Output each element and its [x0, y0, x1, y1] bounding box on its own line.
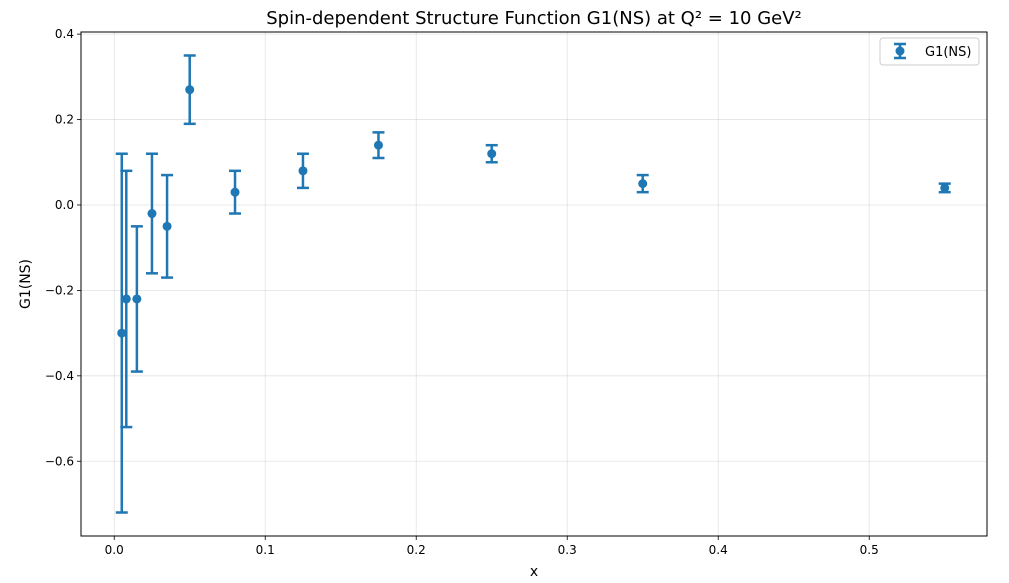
legend-point [895, 46, 905, 56]
x-tick-label: 0.1 [256, 543, 275, 557]
data-point [162, 221, 172, 231]
x-tick-label: 0.4 [709, 543, 728, 557]
y-tick-label: 0.2 [55, 113, 74, 127]
data-point [147, 209, 157, 219]
legend-label: G1(NS) [925, 45, 971, 60]
data-point [373, 140, 383, 150]
x-tick-label: 0.5 [860, 543, 879, 557]
legend: G1(NS) [879, 37, 980, 66]
data-point [487, 149, 497, 159]
data-point [121, 294, 131, 304]
x-tick-label: 0.2 [407, 543, 426, 557]
grid-layer [81, 32, 987, 536]
data-point [185, 85, 195, 95]
legend-marker [894, 42, 906, 60]
data-layer [115, 54, 951, 514]
tick-layer: 0.0 0.1 0.2 0.3 0.4 0.5 −0.6 −0.4 −0.2 0.0 0.2 0.4 [45, 27, 879, 557]
chart-title: Spin-dependent Structure Function G1(NS)… [266, 8, 802, 29]
y-tick-label: −0.2 [45, 283, 74, 297]
y-tick-label: −0.4 [45, 369, 74, 383]
y-tick-label: 0.4 [55, 27, 74, 41]
data-point [117, 328, 127, 338]
y-tick-label: −0.6 [45, 454, 74, 468]
y-axis-label: G1(NS) [18, 259, 34, 309]
data-point [230, 187, 240, 197]
data-point [940, 183, 950, 193]
y-tick-label: 0.0 [55, 198, 74, 212]
data-point [638, 179, 648, 189]
data-point [298, 166, 308, 176]
x-tick-label: 0.3 [558, 543, 577, 557]
x-tick-label: 0.0 [105, 543, 124, 557]
data-point [132, 294, 142, 304]
x-axis-label: x [530, 564, 538, 579]
plot-frame [80, 31, 988, 537]
